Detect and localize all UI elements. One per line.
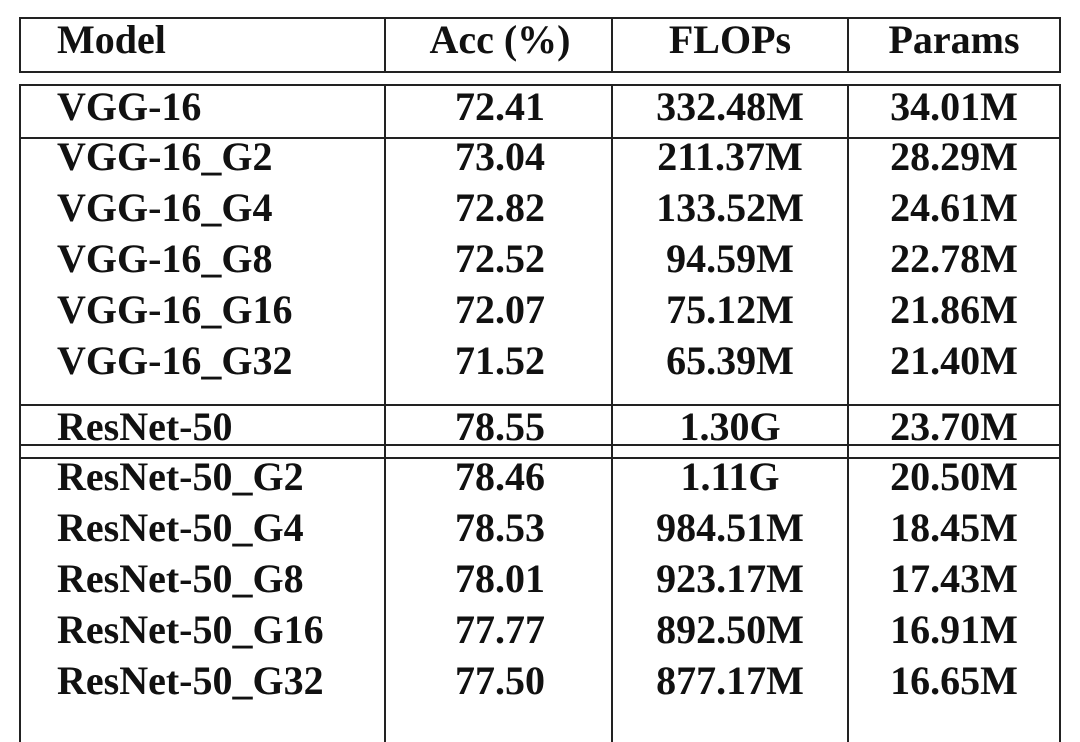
cell: 65.39M xyxy=(666,338,794,383)
cell: 75.12M xyxy=(666,287,794,332)
cell: 984.51M xyxy=(656,505,804,550)
model-name: VGG-16_G16 xyxy=(57,287,293,332)
cell: 73.04 xyxy=(455,134,545,179)
cell: 23.70M xyxy=(890,404,1018,449)
cell: 78.53 xyxy=(455,505,545,550)
table-border xyxy=(19,404,1061,742)
model-name: ResNet-50_G8 xyxy=(57,556,304,601)
model-name: ResNet-50 xyxy=(57,404,233,449)
cell: 211.37M xyxy=(657,134,803,179)
cell: Params xyxy=(888,17,1019,62)
cell: 72.41 xyxy=(455,84,545,129)
cell: 17.43M xyxy=(890,556,1018,601)
model-name: VGG-16_G2 xyxy=(57,134,273,179)
model-name: ResNet-50_G2 xyxy=(57,454,304,499)
cell: 72.82 xyxy=(455,185,545,230)
cell: 34.01M xyxy=(890,84,1018,129)
model-name: ResNet-50_G16 xyxy=(57,607,324,652)
model-name: VGG-16_G8 xyxy=(57,236,273,281)
cell: 332.48M xyxy=(656,84,804,129)
cell: 77.77 xyxy=(455,607,545,652)
cell: 16.65M xyxy=(890,658,1018,703)
cell: FLOPs xyxy=(669,17,791,62)
cell: 78.01 xyxy=(455,556,545,601)
cell: 1.11G xyxy=(681,454,780,499)
model-name: Model xyxy=(57,17,166,62)
cell: 72.52 xyxy=(455,236,545,281)
model-name: VGG-16 xyxy=(57,84,201,129)
cell: 877.17M xyxy=(656,658,804,703)
cell: 72.07 xyxy=(455,287,545,332)
cell: 892.50M xyxy=(656,607,804,652)
model-name: VGG-16_G4 xyxy=(57,185,273,230)
cell: 28.29M xyxy=(890,134,1018,179)
cell: 71.52 xyxy=(455,338,545,383)
cell: 21.86M xyxy=(890,287,1018,332)
cell: 78.55 xyxy=(455,404,545,449)
cell: 133.52M xyxy=(656,185,804,230)
cell: 22.78M xyxy=(890,236,1018,281)
table-border xyxy=(19,17,1061,73)
cell: 1.30G xyxy=(679,404,780,449)
model-name: VGG-16_G32 xyxy=(57,338,293,383)
model-name: ResNet-50_G4 xyxy=(57,505,304,550)
model-name: ResNet-50_G32 xyxy=(57,658,324,703)
cell: 18.45M xyxy=(890,505,1018,550)
table-border xyxy=(19,84,1061,446)
cell: Acc (%) xyxy=(429,17,570,62)
cell: 20.50M xyxy=(890,454,1018,499)
cell: 94.59M xyxy=(666,236,794,281)
cell: 78.46 xyxy=(455,454,545,499)
cell: 21.40M xyxy=(890,338,1018,383)
cell: 16.91M xyxy=(890,607,1018,652)
cell: 24.61M xyxy=(890,185,1018,230)
cell: 923.17M xyxy=(656,556,804,601)
cell: 77.50 xyxy=(455,658,545,703)
